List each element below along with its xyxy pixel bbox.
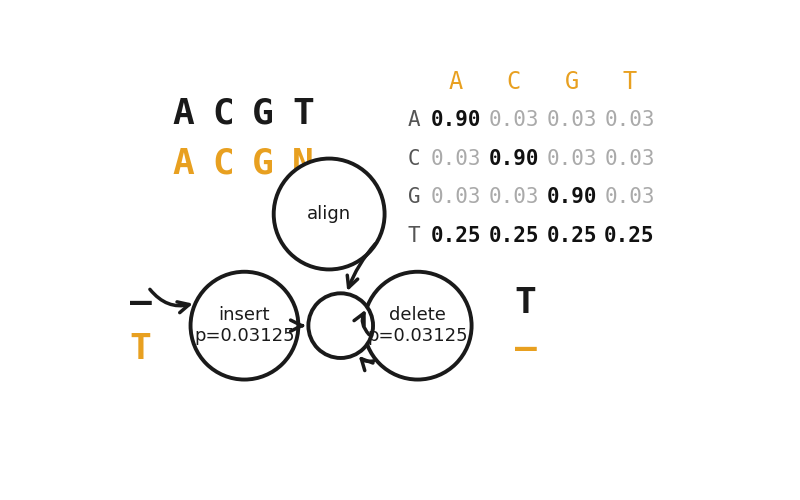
Text: —: — [130,286,151,320]
Text: —: — [514,332,536,366]
Text: 0.03: 0.03 [431,187,482,207]
Text: A: A [172,97,194,131]
Text: N: N [292,147,314,181]
Text: G: G [407,187,420,207]
Text: 0.90: 0.90 [489,148,539,169]
Text: delete
p=0.03125: delete p=0.03125 [367,306,468,345]
Text: 0.25: 0.25 [489,226,539,246]
Text: C: C [212,97,234,131]
Text: G: G [565,70,579,94]
Text: T: T [407,226,420,246]
Circle shape [190,272,298,380]
Text: T: T [514,286,536,320]
Text: 0.03: 0.03 [489,110,539,130]
Text: align: align [307,205,351,223]
Text: 0.03: 0.03 [489,187,539,207]
Text: T: T [622,70,637,94]
Text: 0.03: 0.03 [604,148,654,169]
Text: 0.25: 0.25 [604,226,654,246]
Text: insert
p=0.03125: insert p=0.03125 [194,306,294,345]
Text: C: C [212,147,234,181]
Text: A: A [407,110,420,130]
Text: 0.03: 0.03 [604,110,654,130]
Text: 0.03: 0.03 [546,110,597,130]
Text: 0.90: 0.90 [546,187,597,207]
Text: C: C [407,148,420,169]
Text: G: G [252,97,274,131]
Text: 0.25: 0.25 [431,226,482,246]
Circle shape [274,158,385,270]
Text: A: A [449,70,463,94]
Text: T: T [130,332,151,366]
Text: A: A [172,147,194,181]
Text: T: T [292,97,314,131]
Text: 0.90: 0.90 [431,110,482,130]
Text: C: C [507,70,521,94]
Text: 0.25: 0.25 [546,226,597,246]
Text: 0.03: 0.03 [431,148,482,169]
Circle shape [308,294,373,358]
Text: 0.03: 0.03 [546,148,597,169]
Circle shape [364,272,472,380]
Text: G: G [252,147,274,181]
Text: 0.03: 0.03 [604,187,654,207]
